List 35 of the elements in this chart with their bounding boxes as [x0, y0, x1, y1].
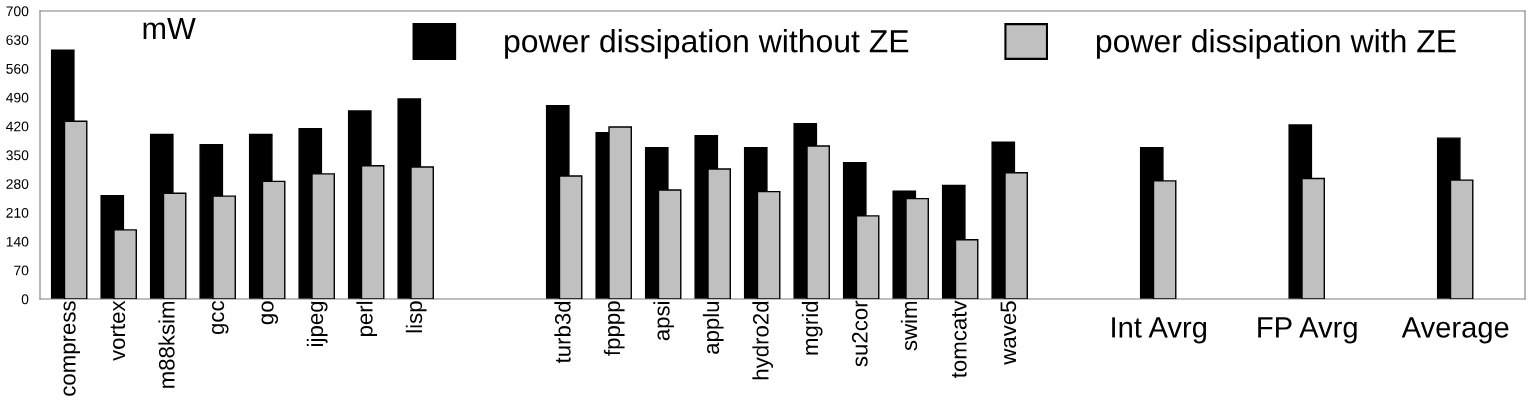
x-tick-label: ijpeg	[306, 301, 328, 346]
legend-label: power dissipation without ZE	[505, 29, 909, 59]
y-tick-label: 420	[6, 121, 29, 132]
x-tick-label: mgrid	[801, 301, 823, 355]
legend-label: power dissipation with ZE	[1096, 29, 1456, 59]
y-tick-label: 70	[14, 265, 29, 276]
x-tick-label: su2cor	[851, 300, 868, 367]
x-tick-label: vortex	[110, 300, 126, 361]
y-tick-label: 0	[21, 294, 29, 305]
x-tick-label: compress	[63, 301, 81, 396]
y-axis-title: mW	[143, 17, 196, 39]
x-tick-label: go	[261, 301, 279, 325]
x-tick-label: wave5	[1000, 301, 1017, 365]
x-tick-label: turb3d	[554, 301, 571, 364]
x-tick-label: m88ksim	[158, 301, 175, 388]
y-tick-label: 350	[6, 150, 29, 161]
y-tick-label: 700	[6, 6, 29, 17]
y-tick-label: 630	[6, 35, 29, 45]
y-tick-label: 490	[6, 92, 29, 103]
x-tick-label: Int Avrg	[1112, 317, 1207, 344]
y-tick-label: 280	[6, 179, 29, 189]
y-tick-label: 140	[6, 236, 29, 247]
x-tick-label: perl	[356, 301, 378, 337]
x-tick-label: swim	[900, 301, 918, 351]
x-tick-label: fpppp	[603, 301, 625, 356]
x-tick-label: applu	[702, 301, 724, 354]
x-tick-label: Average	[1401, 317, 1509, 344]
x-tick-label: lisp	[405, 301, 427, 333]
x-tick-label: hydro2d	[752, 301, 774, 380]
y-tick-label: 560	[6, 63, 29, 74]
x-tick-label: gcc	[211, 301, 229, 335]
x-tick-label: apsi	[653, 301, 675, 341]
x-tick-label: FP Avrg	[1258, 317, 1357, 344]
y-tick-label: 210	[6, 207, 29, 218]
x-tick-label: tomcatv	[952, 300, 967, 378]
